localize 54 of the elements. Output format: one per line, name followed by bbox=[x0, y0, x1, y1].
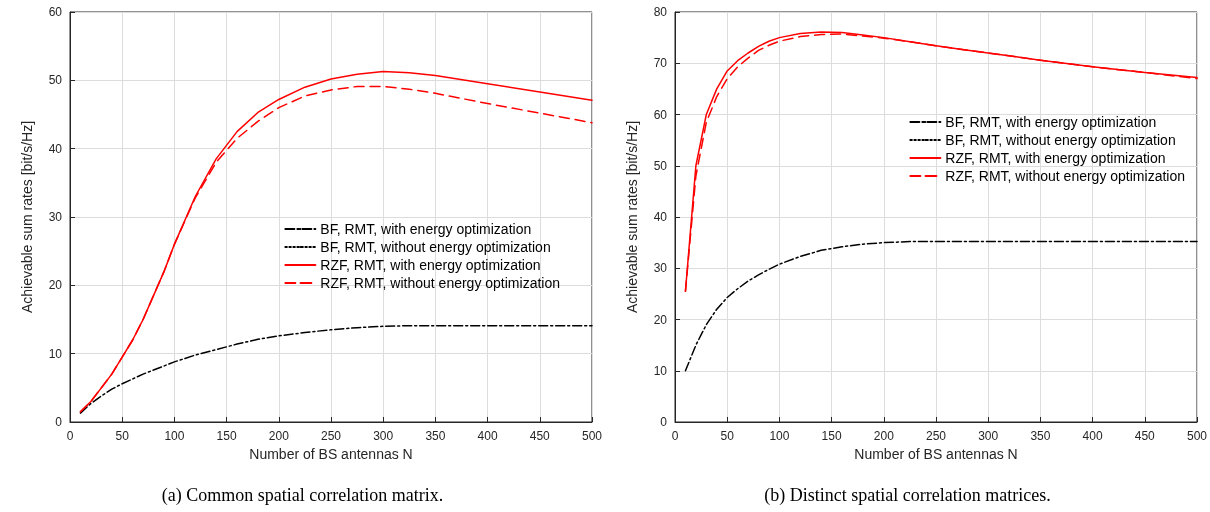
legend-label: RZF, RMT, with energy optimization bbox=[320, 257, 541, 273]
y-tick-label: 70 bbox=[653, 56, 668, 71]
legend-label: RZF, RMT, with energy optimization bbox=[945, 150, 1166, 166]
y-tick-label: 10 bbox=[653, 363, 668, 378]
x-tick-label: 400 bbox=[1082, 429, 1103, 443]
x-tick-label: 0 bbox=[671, 429, 679, 443]
x-tick-label: 300 bbox=[978, 429, 999, 443]
y-tick-label: 30 bbox=[653, 261, 668, 276]
y-tick-label: 60 bbox=[48, 5, 63, 19]
y-tick-label: 80 bbox=[653, 5, 668, 19]
x-tick-label: 400 bbox=[477, 429, 498, 443]
line-series bbox=[79, 324, 593, 414]
x-tick-label: 250 bbox=[925, 429, 947, 443]
y-tick-label: 0 bbox=[55, 415, 63, 429]
x-tick-label: 450 bbox=[529, 429, 551, 443]
x-tick-label: 200 bbox=[268, 429, 290, 443]
y-tick-label: 50 bbox=[48, 73, 63, 88]
x-tick-label: 50 bbox=[720, 429, 735, 443]
y-axis-title: Achievable sum rates [bit/s/Hz] bbox=[624, 120, 640, 314]
y-tick-label: 30 bbox=[48, 210, 63, 224]
x-tick-label: 450 bbox=[1134, 429, 1156, 443]
x-tick-label: 0 bbox=[66, 429, 74, 443]
text: (a) Common spatial correlation matrix. bbox=[161, 485, 444, 506]
line-series bbox=[684, 240, 1198, 372]
legend-label: BF, RMT, without energy optimization bbox=[945, 132, 1176, 148]
x-tick-label: 350 bbox=[1030, 429, 1051, 443]
text: (b) Distinct spatial correlation matrices. bbox=[764, 485, 1051, 506]
x-axis-title: Number of BS antennas N bbox=[249, 445, 413, 462]
x-tick-label: 300 bbox=[373, 429, 394, 443]
x-tick-label: 100 bbox=[769, 429, 790, 443]
y-axis-title: Achievable sum rates [bit/s/Hz] bbox=[19, 120, 35, 314]
x-axis-title: Number of BS antennas N bbox=[854, 445, 1018, 462]
x-tick-label: 150 bbox=[821, 429, 842, 443]
legend-label: RZF, RMT, without energy optimization bbox=[320, 275, 560, 291]
y-tick-label: 60 bbox=[653, 107, 668, 122]
y-tick-label: 40 bbox=[48, 141, 63, 156]
x-tick-label: 150 bbox=[216, 429, 237, 443]
legend-label: BF, RMT, with energy optimization bbox=[320, 221, 532, 237]
y-tick-label: 20 bbox=[653, 312, 668, 327]
legend-label: BF, RMT, without energy optimization bbox=[320, 239, 551, 255]
legend-label: BF, RMT, with energy optimization bbox=[945, 114, 1157, 130]
legend-label: RZF, RMT, without energy optimization bbox=[945, 168, 1185, 184]
y-tick-label: 50 bbox=[653, 158, 668, 173]
x-tick-label: 100 bbox=[164, 429, 185, 443]
x-tick-label: 500 bbox=[581, 429, 603, 443]
x-tick-label: 200 bbox=[873, 429, 895, 443]
x-tick-label: 50 bbox=[115, 429, 130, 443]
x-tick-label: 500 bbox=[1186, 429, 1208, 443]
y-tick-label: 40 bbox=[653, 210, 668, 224]
y-tick-label: 10 bbox=[48, 346, 63, 361]
x-tick-label: 350 bbox=[425, 429, 446, 443]
y-tick-label: 0 bbox=[660, 415, 668, 429]
x-tick-label: 250 bbox=[320, 429, 342, 443]
y-tick-label: 20 bbox=[48, 278, 63, 293]
